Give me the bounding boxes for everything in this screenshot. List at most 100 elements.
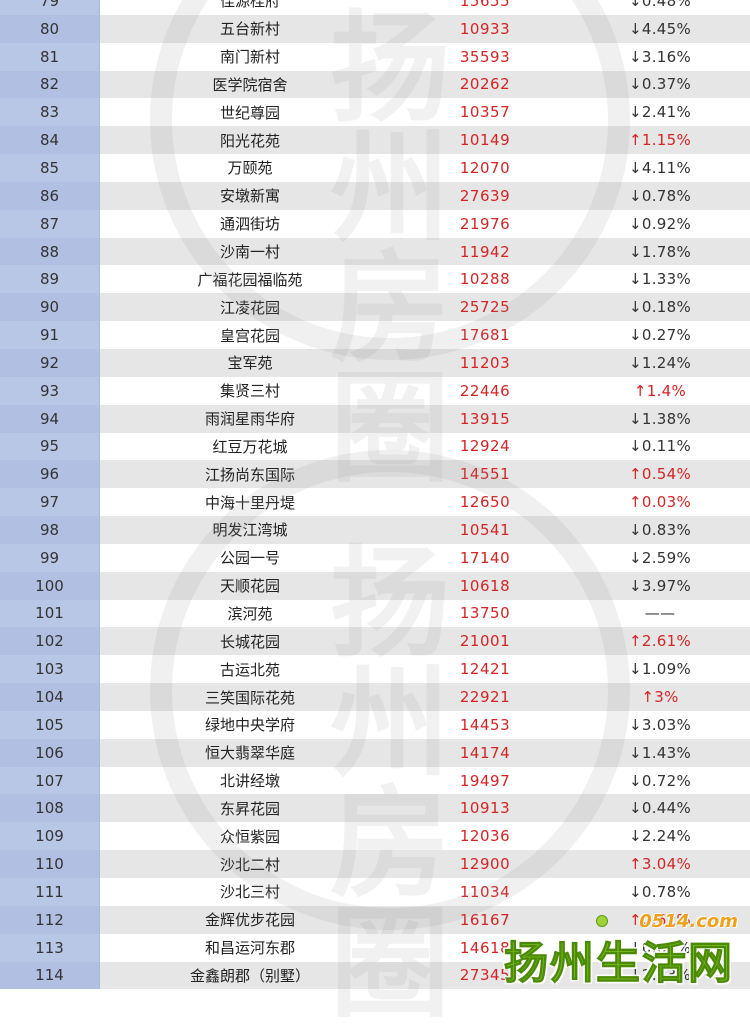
table-row: 88 沙南一村 11942 ↓1.78% [0, 237, 750, 266]
price-cell: 17140 [459, 548, 511, 567]
rank-cell: 85 [0, 154, 100, 182]
rank-cell: 97 [0, 488, 100, 517]
price-cell: 12650 [459, 493, 511, 512]
table-row: 96 江扬尚东国际 14551 ↑0.54% [0, 460, 750, 489]
name-cell: 皇宫花园 [219, 326, 280, 345]
rank-cell: 104 [0, 683, 100, 711]
change-cell: ↑0.03% [628, 493, 692, 512]
table-row: 99 公园一号 17140 ↓2.59% [0, 543, 750, 572]
table-row: 102 长城花园 21001 ↑2.61% [0, 627, 750, 656]
rank-cell: 79 [0, 0, 100, 15]
rank-cell: 107 [0, 766, 100, 795]
price-cell: 10541 [459, 520, 511, 539]
name-cell: 古运北苑 [219, 660, 280, 679]
rank-cell: 86 [0, 181, 100, 210]
table-row: 81 南门新村 35593 ↓3.16% [0, 42, 750, 71]
rank-cell: 109 [0, 822, 100, 851]
name-cell: 安墩新寓 [219, 187, 280, 206]
bubble-icon [596, 915, 608, 927]
price-cell: 10618 [459, 576, 511, 595]
change-cell: ↓2.41% [628, 103, 692, 122]
rank-cell: 98 [0, 516, 100, 544]
table-row: 101 滨河苑 13750 —— [0, 599, 750, 628]
name-cell: 金鑫朗郡（别墅） [189, 966, 310, 985]
rank-cell: 94 [0, 404, 100, 433]
name-cell: 五台新村 [219, 20, 280, 39]
price-cell: 11942 [459, 242, 511, 261]
price-cell: 25725 [459, 298, 511, 317]
name-cell: 广福花园福临苑 [197, 270, 303, 289]
table-row: 85 万颐苑 12070 ↓4.11% [0, 154, 750, 182]
rank-cell: 80 [0, 14, 100, 43]
price-cell: 10149 [459, 131, 511, 150]
price-cell: 11203 [459, 353, 511, 372]
change-cell: ↓0.18% [628, 298, 692, 317]
rank-cell: 96 [0, 460, 100, 489]
name-cell: 沙北三村 [219, 883, 280, 902]
change-cell: ↓1.43% [628, 743, 692, 762]
table-row: 83 世纪尊园 10357 ↓2.41% [0, 98, 750, 127]
price-cell: 10933 [459, 19, 511, 38]
rank-cell: 88 [0, 237, 100, 266]
table-row: 87 通泗街坊 21976 ↓0.92% [0, 209, 750, 238]
change-cell: —— [644, 604, 676, 623]
name-cell: 宝军苑 [227, 354, 273, 373]
change-cell: ↑0.54% [628, 465, 692, 484]
price-cell: 20262 [459, 75, 511, 94]
table-row: 105 绿地中央学府 14453 ↓3.03% [0, 710, 750, 739]
price-cell: 21976 [459, 214, 511, 233]
price-cell: 14551 [459, 465, 511, 484]
name-cell: 阳光花苑 [219, 131, 280, 150]
table-row: 100 天顺花园 10618 ↓3.97% [0, 571, 750, 600]
change-cell: ↓0.37% [628, 75, 692, 94]
table-row: 92 宝军苑 11203 ↓1.24% [0, 348, 750, 377]
table-row: 91 皇宫花园 17681 ↓0.27% [0, 321, 750, 349]
name-cell: 沙北二村 [219, 855, 280, 874]
change-cell: ↓0.78% [628, 882, 692, 901]
price-cell: 10913 [459, 799, 511, 818]
change-cell: ↓3.16% [628, 47, 692, 66]
name-cell: 江扬尚东国际 [204, 465, 295, 484]
change-cell: ↓0.83% [628, 520, 692, 539]
table-row: 93 集贤三村 22446 ↑1.4% [0, 376, 750, 405]
price-cell: 27639 [459, 186, 511, 205]
table-row: 103 古运北苑 12421 ↓1.09% [0, 655, 750, 684]
change-cell: ↓0.27% [628, 326, 692, 345]
name-cell: 雨润星雨华府 [204, 410, 295, 429]
name-cell: 江凌花园 [219, 298, 280, 317]
table-row: 111 沙北三村 11034 ↓0.78% [0, 878, 750, 906]
price-cell: 19497 [459, 771, 511, 790]
change-cell: ↓3.97% [628, 576, 692, 595]
rank-cell: 93 [0, 376, 100, 405]
rank-cell: 89 [0, 265, 100, 294]
rank-cell: 91 [0, 321, 100, 349]
name-cell: 北讲经墩 [219, 772, 280, 791]
table-row: 94 雨润星雨华府 13915 ↓1.38% [0, 404, 750, 433]
table-row: 109 众恒紫园 12036 ↓2.24% [0, 822, 750, 851]
change-cell: ↑0.62% [628, 910, 692, 929]
rank-cell: 90 [0, 293, 100, 322]
change-cell: ↓3.03% [628, 715, 692, 734]
price-cell: 12924 [459, 437, 511, 456]
name-cell: 众恒紫园 [219, 827, 280, 846]
rank-cell: 105 [0, 710, 100, 739]
table-row: 106 恒大翡翠华庭 14174 ↓1.43% [0, 738, 750, 767]
table-row: 110 沙北二村 12900 ↑3.04% [0, 850, 750, 878]
price-cell: 14174 [459, 743, 511, 762]
change-cell: ↑1.15% [628, 131, 692, 150]
table-row: 113 和昌运河东郡 14618 ↓0.62% [0, 933, 750, 962]
price-cell: 22921 [459, 688, 511, 707]
price-cell: 16167 [459, 910, 511, 929]
name-cell: 长城花园 [219, 632, 280, 651]
table-row: 82 医学院宿舍 20262 ↓0.37% [0, 70, 750, 99]
brand-logo: 0514.com 扬州生活网 [504, 911, 744, 991]
rank-cell: 113 [0, 933, 100, 962]
rank-cell: 106 [0, 738, 100, 767]
change-cell: ↓0.11% [628, 437, 692, 456]
name-cell: 红豆万花城 [212, 437, 288, 456]
price-cell: 10357 [459, 103, 511, 122]
price-cell: 11034 [459, 882, 511, 901]
price-cell: 14453 [459, 715, 511, 734]
change-cell: ↓2.24% [628, 827, 692, 846]
change-cell: ↑3.04% [628, 855, 692, 874]
